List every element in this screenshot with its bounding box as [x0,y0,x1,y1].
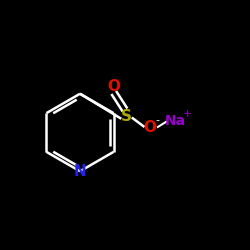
Text: S: S [121,109,132,124]
Text: O: O [107,79,120,94]
Text: -: - [155,116,159,126]
Text: O: O [144,120,156,135]
Text: +: + [182,109,192,119]
Text: N: N [74,164,86,179]
Text: Na: Na [164,114,186,128]
